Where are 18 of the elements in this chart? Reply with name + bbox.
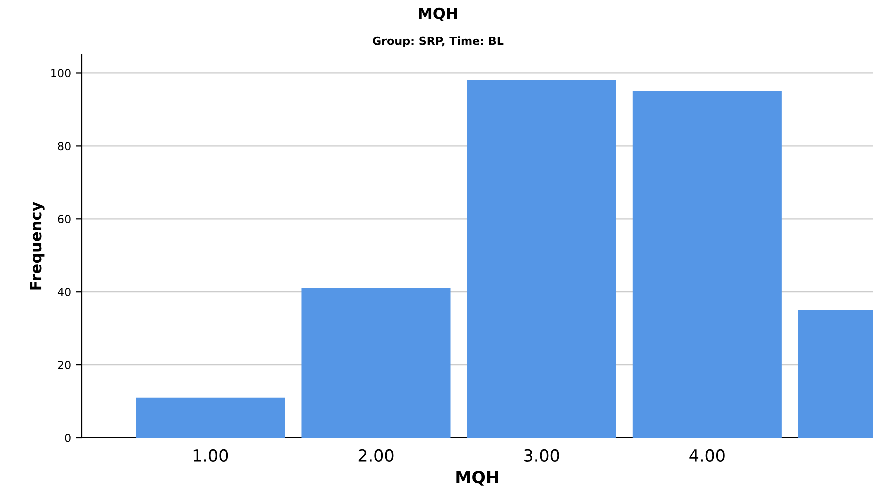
chart-title: MQH	[419, 8, 458, 22]
y-tick-label: 0	[65, 434, 71, 442]
bar	[136, 398, 286, 438]
x-tick-label: 3.00	[524, 449, 560, 462]
y-tick-label: 40	[58, 288, 71, 296]
y-tick-label: 100	[52, 69, 71, 78]
chart-subtitle: Group: SRP, Time: BL	[373, 36, 504, 48]
x-tick-label: 4.00	[690, 449, 725, 462]
x-axis-title: MQH	[456, 471, 498, 486]
bar	[467, 80, 616, 438]
bar	[302, 288, 451, 438]
x-tick-label: 1.00	[194, 449, 228, 462]
x-tick-label: 2.00	[358, 449, 394, 462]
bar	[632, 91, 782, 438]
y-tick-label: 80	[58, 142, 71, 151]
y-tick-label: 60	[58, 215, 71, 224]
y-axis-title: Frequency	[30, 202, 45, 290]
y-tick-label: 20	[58, 361, 71, 370]
